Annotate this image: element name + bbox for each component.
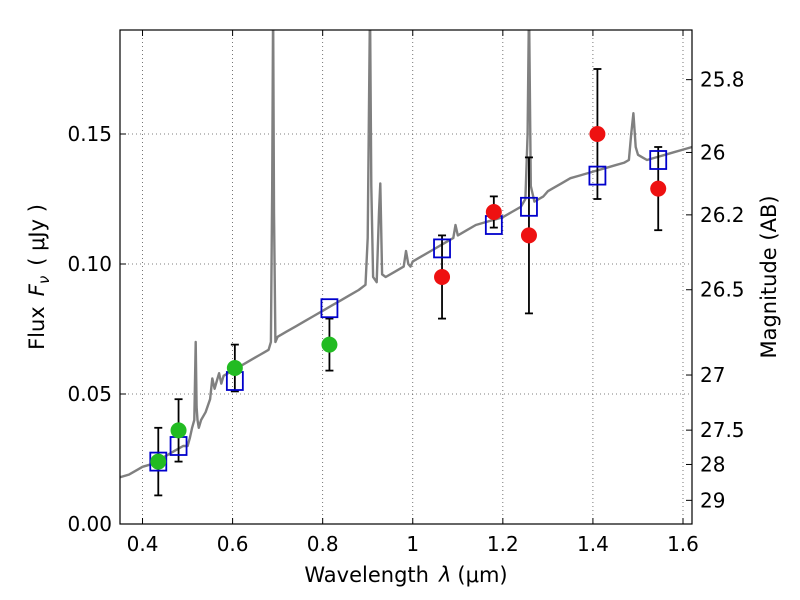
y-axis-label-sub: ν — [35, 276, 53, 284]
mag-tick-label: 29 — [700, 488, 725, 512]
mag-tick-label: 28 — [700, 452, 725, 476]
mag-tick-label: 26 — [700, 140, 725, 164]
x-tick-label: 0.8 — [307, 532, 339, 556]
x-tick-label: 0.6 — [217, 532, 249, 556]
y-axis-label-prefix: Flux — [25, 306, 49, 350]
green-data-point — [150, 453, 167, 470]
y-axis-label-var: F — [25, 283, 49, 296]
y2-axis-label: Magnitude (AB) — [757, 195, 781, 358]
red-data-point — [485, 204, 502, 220]
red-data-point — [589, 126, 606, 142]
model-photometry-box — [433, 238, 451, 259]
model-photometry-box — [588, 165, 607, 186]
x-tick-label: 1.4 — [577, 532, 609, 556]
mag-tick-label: 27.5 — [700, 418, 745, 442]
y-axis-label-unit: ( μJy ) — [25, 204, 49, 266]
y-tick-label: 0.10 — [67, 252, 112, 276]
mag-tick-label: 26.2 — [700, 203, 745, 227]
x-tick-label: 0.4 — [127, 532, 159, 556]
x-tick-label: 1 — [406, 532, 419, 556]
mag-tick-label: 27 — [700, 363, 725, 387]
green-data-point — [226, 360, 243, 376]
x-axis-label-prefix: Wavelength — [304, 563, 429, 587]
observed-points-layer — [150, 126, 667, 470]
errorbar-layer — [154, 68, 663, 497]
plot-data-layer — [120, 30, 692, 497]
red-data-point — [434, 269, 451, 285]
x-axis-label: Wavelength λ (μm) — [304, 563, 507, 587]
model-photometry-box — [320, 298, 339, 319]
y-tick-label: 0.05 — [67, 382, 112, 406]
y-tick-label: 0.00 — [67, 512, 112, 536]
x-axis-label-unit: (μm) — [457, 563, 507, 587]
plot-frame — [119, 29, 693, 525]
green-data-point — [321, 336, 338, 353]
model-spectrum-layer — [120, 30, 692, 479]
mag-tick-label: 26.5 — [700, 278, 745, 302]
red-data-point — [520, 227, 537, 244]
green-data-point — [170, 422, 187, 439]
model-spectrum-line — [120, 30, 692, 479]
model-photometry-box — [649, 150, 668, 170]
x-tick-label: 1.6 — [667, 532, 699, 556]
axis-ticks: 0.4 0.6 0.8 1 1.2 1.4 1.6 0.00 0.05 0.10 0.15 25.8 2… — [67, 30, 745, 556]
mag-tick-label: 25.8 — [700, 68, 745, 92]
y-tick-label: 0.15 — [67, 122, 112, 146]
grid-lines — [120, 30, 692, 525]
model-photometry-layer — [149, 150, 668, 472]
x-tick-label: 1.2 — [487, 532, 519, 556]
x-axis-label-var: λ — [438, 563, 451, 587]
model-photometry-box — [520, 196, 538, 217]
red-data-point — [650, 180, 667, 197]
y-axis-label: Flux Fν ( μJy ) — [25, 204, 53, 350]
